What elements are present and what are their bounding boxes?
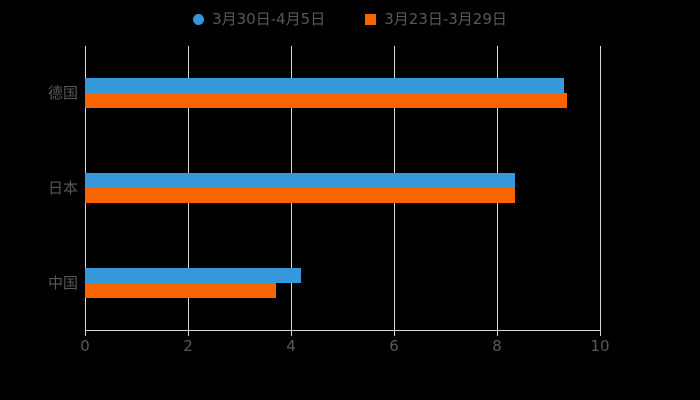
bar <box>85 188 516 203</box>
gridline-x <box>600 46 601 330</box>
x-axis-tick-label: 8 <box>492 337 502 355</box>
x-axis-tick-mark <box>394 331 395 336</box>
y-axis-category-label: 中国 <box>47 273 78 292</box>
y-axis-category-label: 德国 <box>47 84 78 103</box>
x-axis-tick-label: 6 <box>389 337 399 355</box>
x-axis-tick-label: 10 <box>590 337 610 355</box>
y-axis-category-label: 日本 <box>47 179 78 197</box>
x-axis-tick-mark <box>600 331 601 336</box>
legend-label-series-2: 3月23日-3月29日 <box>384 9 507 28</box>
bar <box>85 267 302 283</box>
x-axis-tick-mark <box>85 331 86 336</box>
plot-area <box>85 46 601 330</box>
legend-square-marker-icon <box>365 13 377 25</box>
legend-label-series-1: 3月30日-4月5日 <box>212 9 326 28</box>
x-axis-tick-mark <box>291 331 292 336</box>
legend-circle-marker-icon <box>193 13 205 25</box>
y-axis-category-labels: 德国 日本 中国 <box>0 0 78 400</box>
x-axis-tick-label: 0 <box>80 337 90 355</box>
x-axis-tick-mark <box>497 331 498 336</box>
x-axis-tick-mark <box>188 331 189 336</box>
x-axis-tick-label: 4 <box>286 337 296 355</box>
legend-item-series-1[interactable]: 3月30日-4月5日 <box>193 9 326 28</box>
x-axis-line <box>85 330 601 331</box>
chart-legend: 3月30日-4月5日 3月23日-3月29日 <box>0 6 700 32</box>
bar <box>85 173 516 188</box>
bar <box>85 282 276 298</box>
x-axis-tick-label: 2 <box>183 337 193 355</box>
legend-item-series-2[interactable]: 3月23日-3月29日 <box>365 9 507 28</box>
bar <box>85 78 564 94</box>
bar <box>85 93 567 109</box>
